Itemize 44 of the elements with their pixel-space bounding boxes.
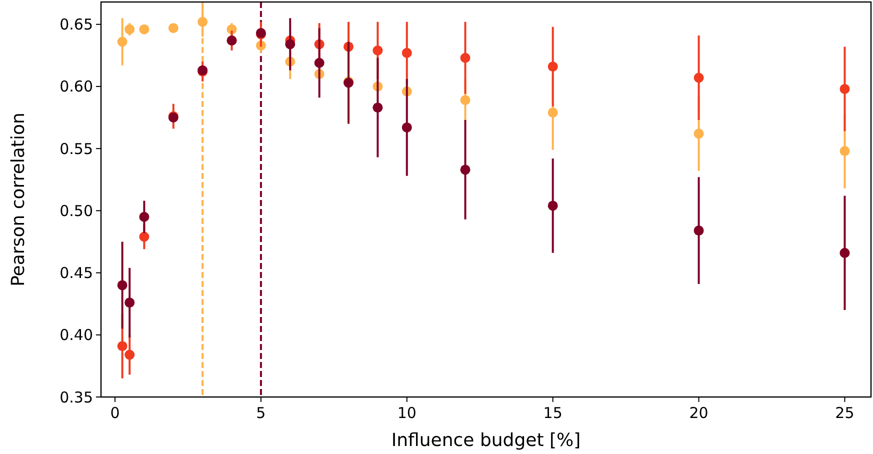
point — [372, 45, 383, 56]
y-tick-label: 0.40 — [60, 326, 93, 344]
x-tick-label: 0 — [110, 404, 120, 422]
y-tick-label: 0.35 — [60, 388, 93, 406]
x-tick-label: 5 — [256, 404, 266, 422]
point — [548, 200, 558, 211]
point — [139, 212, 150, 222]
point — [168, 23, 178, 34]
point — [372, 102, 383, 113]
y-tick-label: 0.65 — [60, 16, 93, 34]
point — [460, 95, 470, 106]
point — [117, 280, 128, 290]
y-tick-label: 0.55 — [60, 140, 93, 158]
x-axis-title: Influence budget [%] — [391, 430, 581, 451]
point — [139, 24, 150, 34]
point — [694, 226, 704, 236]
point — [117, 36, 128, 47]
point — [124, 24, 135, 34]
point — [840, 146, 850, 156]
point — [285, 39, 296, 50]
point — [460, 164, 470, 175]
y-tick-label: 0.45 — [60, 264, 93, 282]
point — [314, 58, 324, 68]
point — [117, 341, 128, 352]
point — [402, 122, 412, 132]
point — [548, 62, 558, 72]
point — [124, 350, 135, 360]
point — [840, 248, 850, 258]
x-tick-label: 20 — [689, 404, 708, 422]
point — [460, 52, 470, 63]
y-axis-title: Pearson correlation — [8, 112, 29, 286]
y-tick-label: 0.50 — [60, 202, 93, 220]
point — [840, 84, 850, 94]
x-tick-label: 10 — [397, 404, 416, 422]
x-tick-label: 15 — [543, 404, 562, 422]
point — [694, 72, 704, 83]
x-tick-label: 25 — [835, 404, 854, 422]
y-tick-label: 0.60 — [60, 78, 93, 96]
point — [198, 16, 208, 27]
point — [124, 298, 135, 308]
point — [139, 232, 150, 242]
point — [548, 108, 558, 118]
point — [402, 48, 412, 58]
point — [694, 128, 704, 139]
